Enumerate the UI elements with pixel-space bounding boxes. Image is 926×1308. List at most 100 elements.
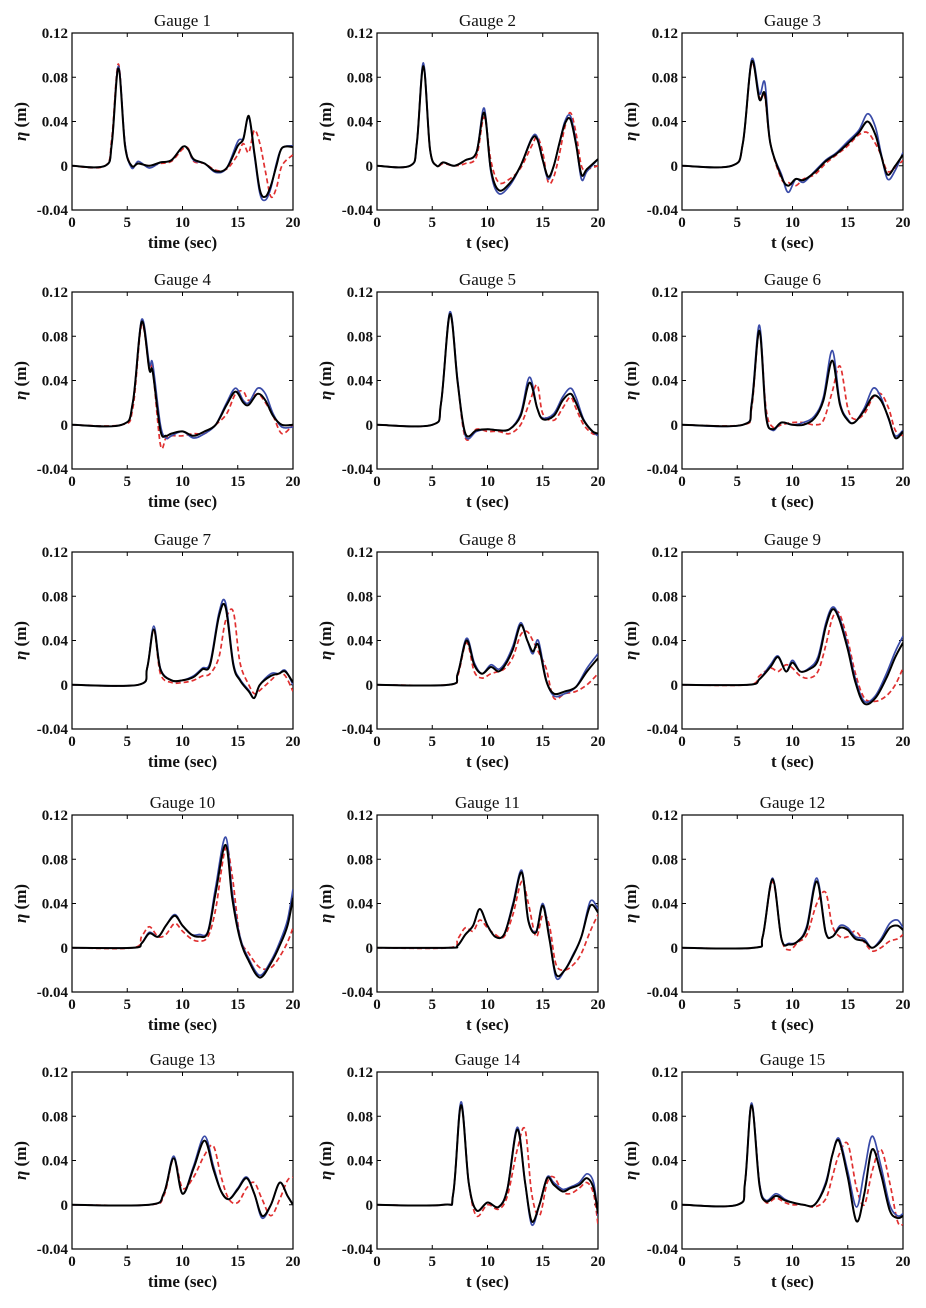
x-axis-label: t (sec) xyxy=(466,1272,509,1291)
y-tick-label: 0.12 xyxy=(652,26,678,42)
x-axis-label: t (sec) xyxy=(466,492,509,511)
y-axis-label: η (m) xyxy=(11,1141,30,1180)
x-tick-label: 0 xyxy=(678,474,686,490)
y-tick-label: 0.08 xyxy=(42,329,68,345)
x-axis-label: time (sec) xyxy=(148,752,217,771)
series-line-red xyxy=(377,630,598,701)
x-tick-label: 0 xyxy=(68,734,76,750)
series-line-black xyxy=(72,1139,293,1218)
x-tick-label: 20 xyxy=(896,474,911,490)
x-tick-label: 0 xyxy=(373,1254,381,1270)
x-axis-label: t (sec) xyxy=(771,752,814,771)
y-tick-label: 0.08 xyxy=(42,1109,68,1125)
x-tick-label: 20 xyxy=(591,474,606,490)
x-tick-label: 10 xyxy=(480,215,495,231)
plot-frame xyxy=(681,814,904,993)
plot-frame xyxy=(71,1071,294,1250)
y-tick-label: 0.04 xyxy=(347,115,374,131)
y-tick-label: 0 xyxy=(671,418,679,434)
y-axis-label: η (m) xyxy=(621,102,640,141)
x-tick-label: 0 xyxy=(373,734,381,750)
y-tick-label: 0.12 xyxy=(42,808,68,824)
x-tick-label: 10 xyxy=(785,474,800,490)
series-line-black xyxy=(72,843,293,979)
x-tick-label: 5 xyxy=(734,215,742,231)
x-tick-label: 5 xyxy=(429,1254,437,1270)
x-tick-label: 15 xyxy=(535,734,550,750)
y-tick-label: 0 xyxy=(61,159,69,175)
x-tick-label: 15 xyxy=(230,1254,245,1270)
x-tick-label: 20 xyxy=(591,997,606,1013)
y-axis-symbol: η xyxy=(621,391,640,400)
y-tick-label: 0.04 xyxy=(347,1154,374,1170)
x-axis-label: time (sec) xyxy=(148,1272,217,1291)
x-tick-label: 5 xyxy=(124,1254,132,1270)
chart-title: Gauge 10 xyxy=(150,793,216,812)
x-tick-label: 10 xyxy=(175,215,190,231)
x-tick-label: 20 xyxy=(286,997,301,1013)
y-tick-label: -0.04 xyxy=(647,722,679,738)
chart-title: Gauge 15 xyxy=(760,1050,826,1069)
y-tick-label: -0.04 xyxy=(342,1242,374,1258)
x-axis-label: t (sec) xyxy=(466,752,509,771)
x-tick-label: 20 xyxy=(591,1254,606,1270)
y-axis-symbol: η xyxy=(621,132,640,141)
y-tick-label: 0.08 xyxy=(347,70,373,86)
x-tick-label: 5 xyxy=(429,997,437,1013)
x-tick-label: 5 xyxy=(124,474,132,490)
y-tick-label: 0.04 xyxy=(347,634,374,650)
y-axis-unit: (m) xyxy=(621,361,640,391)
x-tick-label: 5 xyxy=(124,997,132,1013)
series-line-black xyxy=(377,1104,598,1223)
plot-frame xyxy=(376,291,599,470)
x-tick-label: 5 xyxy=(124,215,132,231)
y-axis-symbol: η xyxy=(11,914,30,923)
y-axis-symbol: η xyxy=(621,914,640,923)
y-tick-label: 0.12 xyxy=(652,1065,678,1081)
plot-frame xyxy=(71,32,294,211)
y-tick-label: 0 xyxy=(61,941,69,957)
y-tick-label: -0.04 xyxy=(647,462,679,478)
x-tick-label: 20 xyxy=(896,734,911,750)
x-tick-label: 10 xyxy=(480,474,495,490)
y-tick-label: 0.04 xyxy=(42,1154,69,1170)
x-tick-label: 20 xyxy=(286,734,301,750)
y-tick-label: 0 xyxy=(671,678,679,694)
x-tick-label: 20 xyxy=(896,215,911,231)
x-tick-label: 0 xyxy=(678,734,686,750)
x-tick-label: 15 xyxy=(535,215,550,231)
series-line-black xyxy=(682,329,903,440)
x-tick-label: 15 xyxy=(840,474,855,490)
x-tick-label: 10 xyxy=(785,997,800,1013)
x-tick-label: 15 xyxy=(230,474,245,490)
chart-title: Gauge 13 xyxy=(150,1050,216,1069)
y-tick-label: 0.12 xyxy=(652,545,678,561)
x-axis-label: time (sec) xyxy=(148,1015,217,1034)
y-tick-label: 0.04 xyxy=(42,115,69,131)
x-tick-label: 0 xyxy=(68,215,76,231)
series-line-red xyxy=(682,880,903,953)
y-axis-symbol: η xyxy=(316,1171,335,1180)
y-axis-unit: (m) xyxy=(621,102,640,132)
x-tick-label: 10 xyxy=(785,734,800,750)
y-tick-label: 0.12 xyxy=(347,26,373,42)
x-axis-label: t (sec) xyxy=(466,233,509,252)
y-tick-label: 0.04 xyxy=(652,634,679,650)
y-axis-symbol: η xyxy=(621,651,640,660)
y-tick-label: 0.08 xyxy=(652,589,678,605)
y-tick-label: 0.04 xyxy=(347,374,374,390)
y-axis-symbol: η xyxy=(11,1171,30,1180)
x-tick-label: 0 xyxy=(373,474,381,490)
x-tick-label: 5 xyxy=(429,474,437,490)
y-tick-label: -0.04 xyxy=(342,203,374,219)
y-axis-symbol: η xyxy=(316,914,335,923)
y-tick-label: 0 xyxy=(61,678,69,694)
y-tick-label: 0.08 xyxy=(347,1109,373,1125)
x-tick-label: 20 xyxy=(286,1254,301,1270)
y-tick-label: -0.04 xyxy=(37,1242,69,1258)
y-tick-label: 0.12 xyxy=(42,545,68,561)
